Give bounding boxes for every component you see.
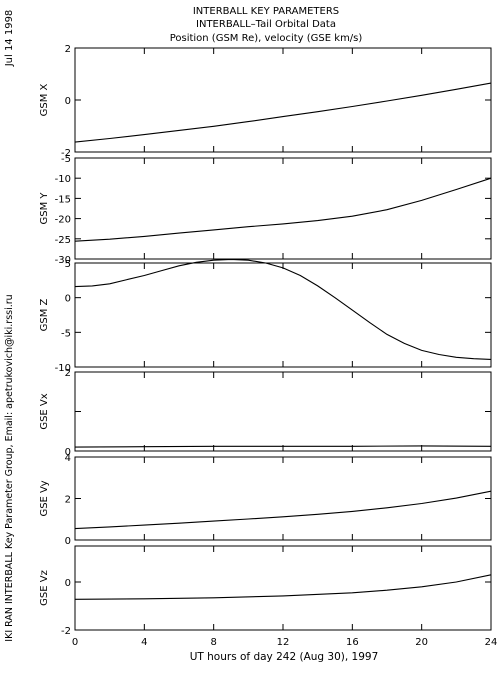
y-tick-label: -5: [61, 154, 71, 165]
x-tick-label: 0: [72, 637, 78, 648]
chart-title-line-1: INTERBALL KEY PARAMETERS: [193, 6, 339, 17]
series-line: [74, 490, 492, 530]
panel-frame: [74, 47, 492, 153]
x-tick-label: 16: [346, 637, 359, 648]
series-line: [74, 445, 492, 448]
y-axis-label: GSM Z: [39, 298, 50, 331]
y-tick-label: 0: [65, 447, 71, 458]
x-tick-label: 24: [485, 637, 498, 648]
y-tick-label: 2: [65, 495, 71, 506]
x-axis-label: UT hours of day 242 (Aug 30), 1997: [190, 651, 379, 663]
series-line: [74, 574, 492, 600]
y-tick-label: 0: [65, 294, 71, 305]
y-tick-label: 0: [65, 536, 71, 547]
side-credit: IKI RAN INTERBALL Key Parameter Group, E…: [4, 294, 15, 641]
panel-frame: [74, 157, 492, 260]
y-axis-label: GSM Y: [39, 192, 50, 225]
y-tick-label: -25: [55, 235, 71, 246]
x-tick-label: 12: [277, 637, 290, 648]
y-tick-label: -10: [55, 174, 71, 185]
panel-frame: [74, 456, 492, 541]
chart-title-line-3: Position (GSM Re), velocity (GSE km/s): [170, 33, 363, 44]
y-tick-label: -20: [55, 215, 71, 226]
series-line: [74, 82, 492, 143]
y-tick-label: -2: [61, 148, 71, 159]
y-tick-label: -5: [61, 328, 71, 339]
y-tick-label: 0: [65, 96, 71, 107]
y-axis-label: GSE Vx: [39, 393, 50, 429]
x-tick-label: 20: [415, 637, 428, 648]
y-axis-label: GSM X: [39, 83, 50, 116]
panel-frame: [74, 262, 492, 368]
y-tick-label: 5: [65, 259, 71, 270]
series-line: [74, 177, 492, 242]
series-line: [74, 258, 492, 360]
y-tick-label: 4: [65, 453, 71, 464]
side-date: Jul 14 1998: [4, 10, 15, 68]
y-tick-label: -2: [61, 626, 71, 637]
chart-title-line-2: INTERBALL–Tail Orbital Data: [196, 19, 336, 30]
panel-frame: [74, 371, 492, 452]
x-tick-label: 4: [141, 637, 147, 648]
y-axis-label: GSE Vy: [39, 480, 50, 516]
y-tick-label: 2: [65, 44, 71, 55]
y-tick-label: -10: [55, 363, 71, 374]
y-tick-label: -30: [55, 255, 71, 266]
x-tick-label: 8: [210, 637, 216, 648]
y-tick-label: 0: [65, 578, 71, 589]
panel-frame: [74, 545, 492, 631]
y-axis-label: GSE Vz: [39, 570, 50, 606]
y-tick-label: 2: [65, 368, 71, 379]
y-tick-label: -15: [55, 194, 71, 205]
